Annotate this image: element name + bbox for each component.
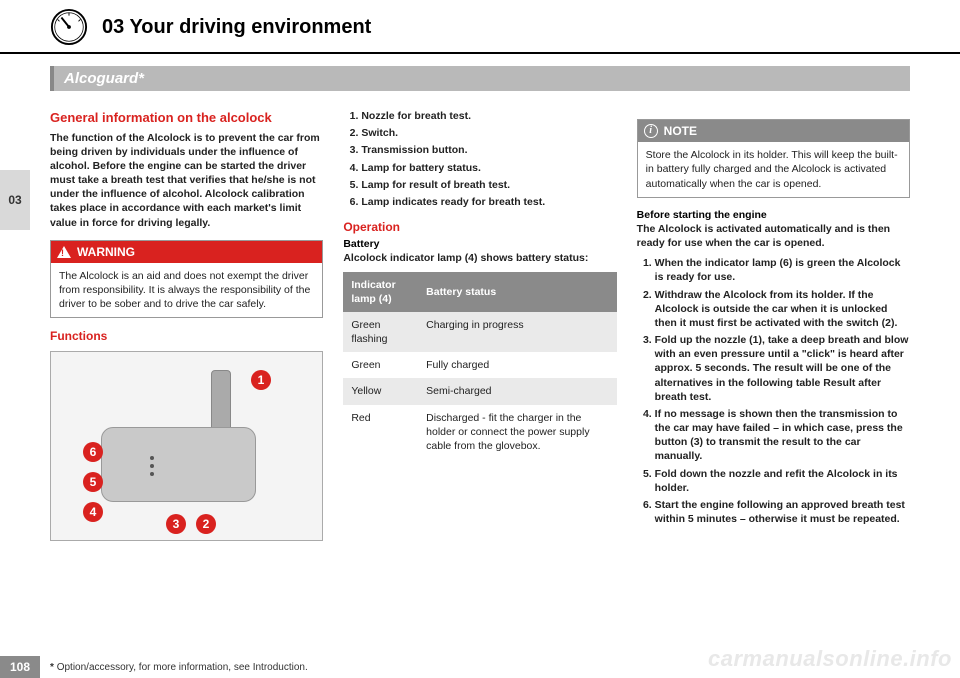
table-cell: Yellow xyxy=(343,378,418,404)
step-item: When the indicator lamp (6) is green the… xyxy=(655,256,910,284)
watermark: carmanualsonline.info xyxy=(708,646,952,672)
table-cell: Semi-charged xyxy=(418,378,617,404)
before-start-steps: When the indicator lamp (6) is green the… xyxy=(637,256,910,526)
table-cell: Discharged - fit the charger in the hold… xyxy=(418,405,617,460)
battery-heading: Battery xyxy=(343,237,616,251)
warning-body: The Alcolock is an aid and does not exem… xyxy=(51,263,322,318)
battery-status-table: Indicator lamp (4) Battery status Green … xyxy=(343,272,616,460)
warning-header: WARNING xyxy=(51,241,322,263)
part-item: Lamp for battery status. xyxy=(361,161,616,175)
section-title-bar: Alcoguard* xyxy=(50,66,910,91)
diagram-badge-3: 3 xyxy=(166,514,186,534)
note-callout: i NOTE Store the Alcolock in its holder.… xyxy=(637,119,910,198)
diagram-led xyxy=(150,464,154,468)
table-header: Indicator lamp (4) xyxy=(343,272,418,312)
step-item: Fold down the nozzle and refit the Alcol… xyxy=(655,467,910,495)
step-item: Start the engine following an approved b… xyxy=(655,498,910,526)
part-item: Switch. xyxy=(361,126,616,140)
diagram-led xyxy=(150,472,154,476)
table-row: Green Fully charged xyxy=(343,352,616,378)
diagram-badge-4: 4 xyxy=(83,502,103,522)
functions-heading: Functions xyxy=(50,328,323,344)
column-3: i NOTE Store the Alcolock in its holder.… xyxy=(637,109,910,541)
warning-title: WARNING xyxy=(77,244,135,260)
device-diagram: 1 2 3 4 5 6 xyxy=(50,351,323,541)
diagram-badge-6: 6 xyxy=(83,442,103,462)
diagram-badge-2: 2 xyxy=(196,514,216,534)
chapter-title: 03 Your driving environment xyxy=(102,16,371,39)
table-cell: Charging in progress xyxy=(418,312,617,352)
table-header: Battery status xyxy=(418,272,617,312)
warning-callout: WARNING The Alcolock is an aid and does … xyxy=(50,240,323,319)
diagram-badge-5: 5 xyxy=(83,472,103,492)
part-item: Nozzle for breath test. xyxy=(361,109,616,123)
table-cell: Fully charged xyxy=(418,352,617,378)
table-header-row: Indicator lamp (4) Battery status xyxy=(343,272,616,312)
info-icon: i xyxy=(644,124,658,138)
page-header: 03 Your driving environment xyxy=(0,0,960,54)
part-item: Lamp indicates ready for breath test. xyxy=(361,195,616,209)
note-header: i NOTE xyxy=(638,120,909,142)
part-item: Lamp for result of breath test. xyxy=(361,178,616,192)
diagram-led xyxy=(150,456,154,460)
diagram-nozzle xyxy=(211,370,231,432)
content-columns: General information on the alcolock The … xyxy=(0,91,960,541)
column-1: General information on the alcolock The … xyxy=(50,109,323,541)
diagram-badge-1: 1 xyxy=(251,370,271,390)
parts-list: Nozzle for breath test. Switch. Transmis… xyxy=(343,109,616,209)
table-row: Red Discharged - fit the charger in the … xyxy=(343,405,616,460)
warning-triangle-icon xyxy=(57,246,71,258)
table-row: Yellow Semi-charged xyxy=(343,378,616,404)
before-start-heading: Before starting the engine xyxy=(637,208,910,222)
footnote: * Option/accessory, for more information… xyxy=(40,658,318,677)
table-cell: Green flashing xyxy=(343,312,418,352)
note-body: Store the Alcolock in its holder. This w… xyxy=(638,142,909,197)
battery-intro: Alcolock indicator lamp (4) shows batter… xyxy=(343,251,616,265)
before-start-intro: The Alcolock is activated automatically … xyxy=(637,222,910,250)
note-title: NOTE xyxy=(664,123,697,139)
part-item: Transmission button. xyxy=(361,143,616,157)
general-info-heading: General information on the alcolock xyxy=(50,109,323,127)
table-row: Green flashing Charging in progress xyxy=(343,312,616,352)
gauge-icon xyxy=(50,8,88,46)
step-item: If no message is shown then the transmis… xyxy=(655,407,910,464)
general-info-text: The function of the Alcolock is to preve… xyxy=(50,131,323,230)
step-item: Fold up the nozzle (1), take a deep brea… xyxy=(655,333,910,404)
diagram-device xyxy=(101,427,256,502)
page-number: 108 xyxy=(0,656,40,678)
step-item: Withdraw the Alcolock from its holder. I… xyxy=(655,288,910,331)
table-cell: Red xyxy=(343,405,418,460)
footnote-text: Option/accessory, for more information, … xyxy=(54,662,308,673)
table-cell: Green xyxy=(343,352,418,378)
operation-heading: Operation xyxy=(343,219,616,235)
column-2: Nozzle for breath test. Switch. Transmis… xyxy=(343,109,616,541)
